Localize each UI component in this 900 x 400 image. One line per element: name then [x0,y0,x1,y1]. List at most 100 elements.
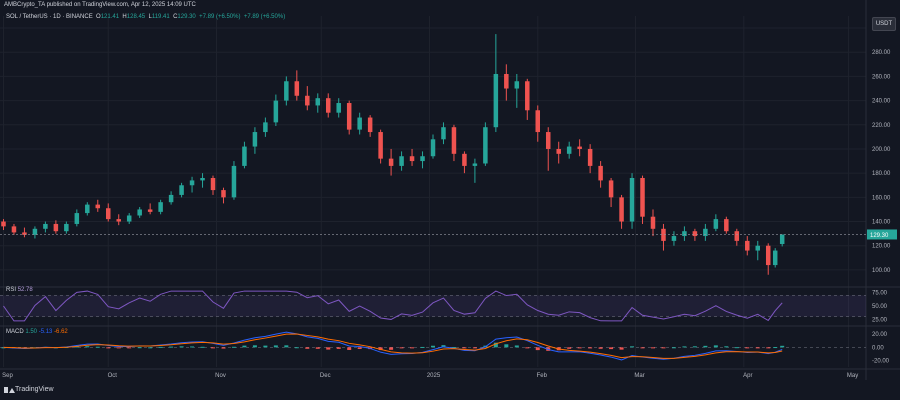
candle-body[interactable] [650,216,656,229]
candle-body[interactable] [179,185,184,195]
candle-body[interactable] [64,223,69,232]
macd-histogram-bar [242,345,247,348]
candle-body[interactable] [85,204,90,214]
candle-body[interactable] [598,165,603,181]
candle-body[interactable] [734,231,740,241]
macd-histogram-bar [74,346,79,348]
candle-body[interactable] [210,178,216,191]
candle-body[interactable] [74,213,80,224]
candle-body[interactable] [504,74,509,89]
candle-body[interactable] [231,165,237,198]
candle-body[interactable] [294,81,300,96]
candle-body[interactable] [483,127,488,164]
candle-body[interactable] [273,100,279,123]
price-tick-label: 220.00 [872,123,891,129]
candle-body[interactable] [724,219,729,232]
candle-body[interactable] [315,98,321,106]
candle-body[interactable] [147,209,153,212]
macd-histogram-bar [630,346,635,348]
candle-body[interactable] [692,231,698,237]
candle-body[interactable] [325,98,331,113]
candle-body[interactable] [346,103,352,130]
candle-body[interactable] [388,158,394,166]
candle-body[interactable] [577,146,582,149]
macd-histogram-bar [780,345,785,348]
candle-body[interactable] [772,250,778,266]
macd-histogram-bar [609,347,614,350]
macd-histogram-bar [671,347,676,349]
candle-body[interactable] [420,156,425,162]
currency-unit-button[interactable]: USDT [872,17,896,31]
candle-body[interactable] [451,127,457,154]
macd-histogram-bar [650,347,655,349]
candle-body[interactable] [556,148,561,154]
candle-body[interactable] [95,204,101,209]
candle-body[interactable] [22,232,27,235]
candle-body[interactable] [336,103,341,113]
candle-body[interactable] [399,156,404,166]
candle-body[interactable] [378,132,383,159]
candle-body[interactable] [221,190,226,198]
candle-body[interactable] [126,215,132,222]
candle-body[interactable] [661,228,666,241]
candle-body[interactable] [682,231,687,237]
candle-body[interactable] [745,240,750,251]
candle-body[interactable] [168,194,174,203]
candle-body[interactable] [462,153,467,166]
candle-body[interactable] [284,81,289,101]
change-2: +7.89 (+6.50%) [243,14,286,20]
candle-body[interactable] [32,228,38,235]
candle-body[interactable] [53,223,59,232]
candle-body[interactable] [252,132,258,147]
candle-body[interactable] [305,95,310,106]
candle-body[interactable] [640,178,645,217]
macd-histogram-bar [661,347,666,349]
candle-body[interactable] [367,117,373,133]
tradingview-logo[interactable]: TradingView [4,386,54,393]
candle-body[interactable] [409,156,415,162]
macd-histogram-bar [389,347,394,350]
time-tick-label: Dec [320,373,331,379]
candle-body[interactable] [671,236,677,241]
candle-body[interactable] [200,178,205,181]
candle-body[interactable] [779,234,785,245]
candle-body[interactable] [106,208,111,220]
symbol-name[interactable]: SOL / TetherUS · 1D · BINANCE [6,14,93,20]
candle-body[interactable] [535,110,541,133]
candle-body[interactable] [242,146,247,166]
candle-body[interactable] [43,223,48,229]
candle-body[interactable] [587,148,593,166]
candle-body[interactable] [713,219,719,229]
macd-histogram-bar [535,347,540,351]
macd-histogram-bar [451,347,456,349]
candle-body[interactable] [116,219,121,222]
macd-tick-label: -20.00 [872,358,890,364]
candle-body[interactable] [545,132,551,149]
candle-body[interactable] [703,228,708,237]
candle-body[interactable] [629,178,635,222]
candle-body[interactable] [566,146,572,154]
candle-body[interactable] [137,209,142,216]
candle-body[interactable] [493,74,499,128]
candle-body[interactable] [619,197,624,222]
candle-body[interactable] [357,117,362,130]
candle-body[interactable] [189,180,195,186]
change-1: +7.89 (+6.50%) [199,14,241,20]
candle-body[interactable] [525,81,530,111]
macd-histogram-bar [682,346,687,348]
candle-body[interactable] [514,81,520,89]
candle-body[interactable] [263,122,268,133]
macd-histogram-bar [179,346,184,348]
candle-body[interactable] [441,127,446,140]
candle-body[interactable] [755,245,761,251]
macd-histogram-bar [598,347,603,349]
macd-histogram-bar [200,346,205,348]
candle-body[interactable] [472,163,478,166]
candle-body[interactable] [158,202,163,212]
candle-body[interactable] [1,221,6,227]
candle-body[interactable] [11,226,17,233]
candle-body[interactable] [430,139,436,157]
candle-body[interactable] [608,180,614,198]
candle-body[interactable] [765,245,771,266]
